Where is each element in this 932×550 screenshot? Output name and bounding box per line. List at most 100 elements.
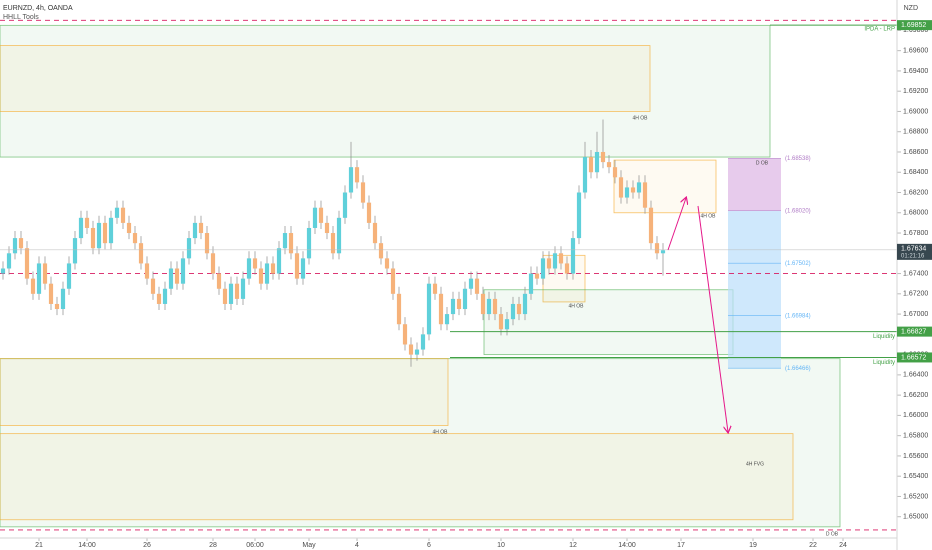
price-tag [897, 352, 932, 363]
candle-body [462, 288, 468, 310]
candle-body [36, 263, 42, 294]
y-tick-label: 1.65600 [903, 453, 928, 460]
zone-label: 4H FVG [746, 461, 764, 467]
candle-body [294, 253, 300, 279]
candle-body [102, 222, 108, 244]
candle-body [24, 248, 30, 279]
candle-body [642, 182, 648, 208]
y-tick-label: 1.68600 [903, 149, 928, 156]
candle-body [360, 182, 366, 203]
candle-body [192, 222, 198, 239]
x-tick-label: 28 [209, 542, 217, 549]
candle-body [612, 167, 618, 178]
candle-body [12, 238, 18, 254]
candle-body [420, 334, 426, 350]
candle-body [54, 303, 60, 310]
y-tick-label: 1.69600 [903, 48, 928, 55]
candle-body [126, 222, 132, 234]
candle-body [132, 233, 138, 244]
zone [0, 358, 449, 426]
fib-premium [728, 158, 781, 211]
fib-discount [728, 210, 781, 369]
zone [0, 45, 651, 112]
candle-body [30, 278, 36, 294]
candle-body [18, 238, 24, 249]
last-price-tag [897, 243, 932, 260]
candle-body [654, 243, 660, 254]
fib-label: (1.68538) [785, 156, 811, 162]
candle-body [72, 238, 78, 264]
candle-body [576, 192, 582, 239]
y-tick-label: 1.67800 [903, 230, 928, 237]
candle-body [414, 349, 420, 355]
candle-body [162, 288, 168, 304]
price-tag-label: 1.69852 [901, 22, 926, 29]
candle-body [432, 283, 438, 294]
y-tick-label: 1.65800 [903, 433, 928, 440]
x-tick-label: 12 [569, 542, 577, 549]
candle-body [258, 268, 264, 284]
candle-body [174, 268, 180, 284]
candle-body [522, 293, 528, 315]
candle-body [648, 207, 654, 244]
overlays: 4H OB 4H OB 4H OB D OB 4H OB 4H FVG (1.68538) (… [0, 24, 897, 537]
fib-label: (1.66466) [785, 366, 811, 372]
candle-body [204, 233, 210, 254]
zone [0, 24, 771, 158]
y-tick-label: 1.69000 [903, 108, 928, 115]
candle-body [408, 344, 414, 355]
price-tag-label: 1.66572 [901, 354, 926, 361]
candle-body [180, 258, 186, 284]
candle-body [564, 263, 570, 274]
candle-body [444, 314, 450, 325]
candle-body [66, 263, 72, 289]
x-tick-label: 26 [143, 542, 151, 549]
candle-body [396, 293, 402, 325]
zone [483, 289, 734, 356]
candle-body [468, 278, 474, 289]
level-note: IPDA - LRP [864, 27, 895, 33]
candle-body [582, 157, 588, 193]
candle-body [186, 238, 192, 259]
price-tag [897, 20, 932, 31]
candle-body [270, 263, 276, 274]
candle-body [0, 268, 6, 274]
candle-body [510, 303, 516, 320]
y-tick-label: 1.65200 [903, 493, 928, 500]
candle-body [276, 248, 282, 274]
candle-body [552, 253, 558, 269]
y-tick-label: 1.68400 [903, 169, 928, 176]
zone-label: 4H OB [632, 115, 648, 121]
y-tick-label: 1.67400 [903, 270, 928, 277]
candle-body [474, 278, 480, 294]
candle-body [312, 207, 318, 228]
candle-body [144, 263, 150, 279]
candle-body [264, 263, 270, 284]
candle-body [588, 157, 594, 173]
candle-body [78, 217, 84, 239]
y-tick-label: 1.68200 [903, 189, 928, 196]
y-tick-label: 1.65000 [903, 514, 928, 521]
countdown-label: 01:21:16 [901, 253, 925, 259]
level-note: Liquidity [873, 360, 895, 366]
candle-body [84, 217, 90, 228]
zone [0, 433, 794, 521]
arrow [697, 205, 728, 432]
candle-body [42, 263, 48, 284]
candle-body [660, 250, 666, 254]
candle-body [222, 288, 228, 304]
zone [0, 358, 841, 528]
candle-body [456, 298, 462, 310]
fib-title: D OB [756, 161, 769, 167]
candle-body [546, 258, 552, 269]
candle-body [336, 217, 342, 254]
y-tick-label: 1.67000 [903, 311, 928, 318]
candle-body [606, 162, 612, 168]
candle-body [630, 187, 636, 193]
level-note: Liquidity [873, 334, 895, 340]
y-tick-label: 1.68800 [903, 129, 928, 136]
y-tick-label: 1.65400 [903, 473, 928, 480]
x-tick-label: 21 [35, 542, 43, 549]
